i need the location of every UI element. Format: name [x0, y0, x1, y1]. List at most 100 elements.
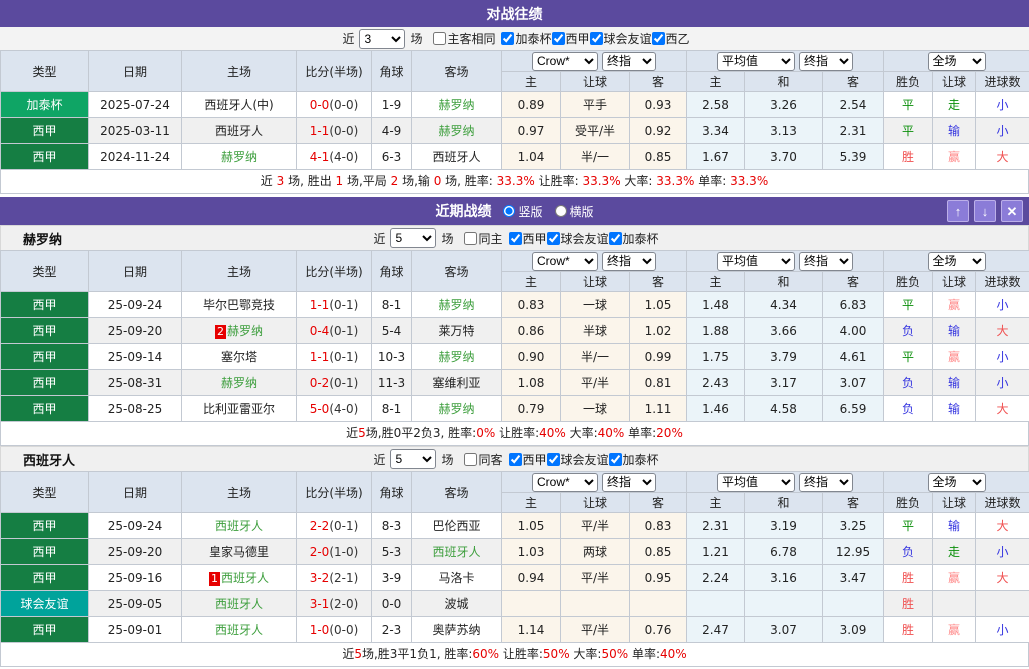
average-stage-select[interactable]: 终指 — [799, 251, 853, 271]
home-team: 赫罗纳 — [220, 376, 257, 390]
corner-count: 0-0 — [371, 590, 412, 617]
filter-checkbox-1[interactable]: 加泰杯 — [501, 30, 552, 47]
games-count-select[interactable]: 3 — [359, 28, 406, 49]
vertical-layout-radio[interactable] — [503, 205, 516, 217]
full-time-score: 2-0 — [309, 544, 330, 559]
checkbox-input[interactable] — [589, 32, 603, 45]
score-cell: 0-2(0-1) — [296, 369, 372, 396]
summary-segment: 33.3% — [582, 174, 621, 188]
away-team-cell: 马洛卡 — [411, 564, 502, 591]
result-goals: 小 — [975, 538, 1029, 565]
odds-company-select[interactable]: Crow* — [532, 472, 598, 492]
checkbox-input[interactable] — [508, 231, 522, 245]
average-source-select[interactable]: 平均值 — [717, 472, 795, 492]
filter-checkbox-0[interactable]: 主客相同 — [433, 30, 495, 47]
average-source-select[interactable]: 平均值 — [717, 51, 795, 71]
summary-segment: 50% — [542, 647, 570, 661]
match-row: 西甲 25-09-24 毕尔巴鄂竞技 1-1(0-1) 8-1 赫罗纳 0.83 一球 1.05… — [0, 291, 1029, 318]
score-cell: 1-1(0-0) — [296, 117, 372, 144]
sub-column-header: 让球 — [560, 271, 630, 292]
filter-checkbox-3[interactable]: 加泰杯 — [608, 451, 659, 468]
home-team-cell: 西班牙人 — [181, 616, 297, 643]
match-scope-select[interactable]: 全场 — [927, 251, 986, 271]
odds-stage-select[interactable]: 终指 — [602, 472, 656, 492]
filter-checkbox-1[interactable]: 西甲 — [508, 230, 547, 247]
away-team: 赫罗纳 — [438, 298, 475, 312]
checkbox-input[interactable] — [551, 32, 565, 45]
avg-away-odds: 5.39 — [822, 143, 884, 170]
games-count-select[interactable]: 5 — [390, 449, 437, 469]
checkbox-input[interactable] — [433, 32, 447, 45]
average-stage-select[interactable]: 终指 — [799, 51, 853, 71]
summary-segment: 0 — [433, 174, 442, 188]
rank-badge: 1 — [208, 572, 220, 586]
espanyol-table: 类型 日期 主场 比分(半场) 角球 客场 Crow* 终指 平均值 终指 全场主让球客主和客胜负让… — [0, 471, 1029, 643]
avg-home-odds: 1.75 — [686, 343, 745, 370]
checkbox-input[interactable] — [464, 452, 478, 466]
column-header: 日期 — [88, 50, 182, 92]
filter-checkbox-2[interactable]: 西甲 — [551, 30, 590, 47]
average-source-select[interactable]: 平均值 — [717, 251, 795, 271]
match-date: 25-09-05 — [88, 590, 182, 617]
column-header: 类型 — [0, 250, 89, 292]
odds-stage-select[interactable]: 终指 — [602, 51, 656, 71]
checkbox-input[interactable] — [546, 452, 560, 466]
avg-draw-odds: 3.26 — [744, 91, 823, 118]
away-team: 莱万特 — [438, 324, 475, 338]
scroll-down-button[interactable]: ↓ — [974, 200, 996, 222]
checkbox-input[interactable] — [508, 452, 522, 466]
filter-checkbox-3[interactable]: 球会友谊 — [589, 30, 652, 47]
column-header: 角球 — [371, 50, 412, 92]
games-count-select[interactable]: 5 — [390, 228, 437, 248]
header-select-group: 全场 — [883, 471, 1029, 493]
filter-checkbox-4[interactable]: 西乙 — [651, 30, 690, 47]
layout-radio-horizontal[interactable]: 横版 — [554, 203, 594, 220]
competition-badge: 西甲 — [0, 512, 89, 539]
checkbox-input[interactable] — [546, 231, 560, 245]
odds-company-select[interactable]: Crow* — [532, 51, 598, 71]
away-team: 塞维利亚 — [432, 376, 481, 390]
competition-badge: 西甲 — [0, 343, 89, 370]
checkbox-input[interactable] — [608, 231, 622, 245]
checkbox-input[interactable] — [608, 452, 622, 466]
full-time-score: 1-1 — [309, 349, 330, 364]
checkbox-input[interactable] — [651, 32, 665, 45]
result-goals — [975, 590, 1029, 617]
odds-stage-select[interactable]: 终指 — [602, 251, 656, 271]
filter-checkbox-0[interactable]: 同主 — [464, 230, 503, 247]
home-team: 西班牙人 — [214, 124, 263, 138]
competition-badge: 西甲 — [0, 369, 89, 396]
match-date: 25-09-16 — [88, 564, 182, 591]
filter-checkbox-2[interactable]: 球会友谊 — [546, 230, 609, 247]
close-button[interactable]: ✕ — [1001, 200, 1023, 222]
filter-checkbox-1[interactable]: 西甲 — [508, 451, 547, 468]
score-cell: 1-1(0-1) — [296, 343, 372, 370]
match-scope-select[interactable]: 全场 — [927, 472, 986, 492]
result-goals: 小 — [975, 616, 1029, 643]
odds-company-select[interactable]: Crow* — [532, 251, 598, 271]
corner-count: 8-1 — [371, 291, 412, 318]
girona-filter-row: 近 5 场 同主 西甲 球会友谊 加泰杯 — [370, 228, 659, 248]
filter-checkbox-2[interactable]: 球会友谊 — [546, 451, 609, 468]
home-team-cell: 赫罗纳 — [181, 143, 297, 170]
checkbox-input[interactable] — [464, 231, 478, 245]
column-header: 日期 — [88, 471, 182, 513]
checkbox-label: 球会友谊 — [560, 452, 609, 467]
away-odds: 0.85 — [629, 143, 687, 170]
average-stage-select[interactable]: 终指 — [799, 472, 853, 492]
scroll-up-button[interactable]: ↑ — [947, 200, 969, 222]
sub-column-header: 主 — [501, 492, 561, 513]
checkbox-input[interactable] — [501, 32, 515, 45]
match-scope-select[interactable]: 全场 — [927, 51, 986, 71]
girona-header-row: 赫罗纳 近 5 场 同主 西甲 球会友谊 加泰杯 — [0, 225, 1029, 250]
away-team-cell: 赫罗纳 — [411, 117, 502, 144]
avg-home-odds: 2.47 — [686, 616, 745, 643]
home-team-cell: 2 赫罗纳 — [181, 317, 297, 344]
filter-checkbox-0[interactable]: 同客 — [464, 451, 503, 468]
competition-badge: 西甲 — [0, 143, 89, 170]
filter-checkbox-3[interactable]: 加泰杯 — [608, 230, 659, 247]
layout-radio-vertical[interactable]: 竖版 — [503, 203, 543, 220]
home-odds: 0.79 — [501, 395, 561, 422]
horizontal-layout-radio[interactable] — [554, 205, 567, 217]
